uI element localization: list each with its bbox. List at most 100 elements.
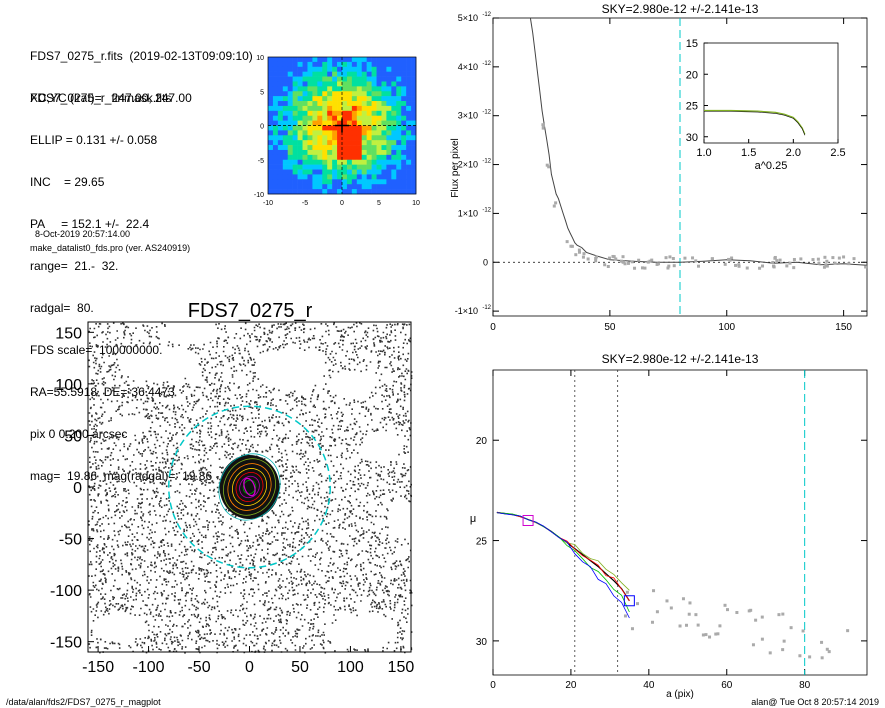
- heatmap-cell: [356, 91, 363, 97]
- heatmap-cell: [346, 189, 353, 195]
- flux-point: [772, 265, 776, 269]
- flux-point: [778, 258, 782, 262]
- heatmap-cell: [391, 96, 397, 102]
- flux-ytick-exponent: -12: [482, 207, 491, 213]
- heatmap-cell: [332, 81, 338, 87]
- heatmap-cell: [346, 81, 353, 87]
- flux-point: [728, 258, 732, 262]
- heatmap-cell: [317, 159, 323, 165]
- heatmap-cell: [386, 189, 392, 195]
- heatmap-cell: [342, 125, 348, 131]
- heatmap-cell: [386, 57, 392, 63]
- heatmap-cell: [307, 76, 313, 82]
- heatmap-cell: [346, 149, 353, 156]
- flux-point: [758, 266, 762, 270]
- heatmap-cell: [411, 159, 417, 165]
- heatmap-cell: [272, 154, 279, 161]
- heatmap-cell: [391, 91, 397, 97]
- heatmap-cell: [346, 96, 353, 102]
- heatmap-cell: [297, 91, 303, 97]
- heatmap-cell: [287, 105, 293, 112]
- heatmap-cell: [391, 76, 397, 82]
- flux-xtick-label: 100: [718, 322, 735, 333]
- heatmap-cell: [277, 66, 284, 72]
- heatmap-cell: [342, 154, 348, 161]
- heatmap-cell: [268, 76, 274, 82]
- heatmap-cell: [332, 140, 338, 146]
- flux-ytick-label: 2×10: [458, 160, 478, 170]
- heatmap-cell: [406, 110, 412, 117]
- heatmap-cell: [356, 174, 363, 180]
- mu-point: [665, 599, 669, 603]
- heatmap-cell: [322, 135, 328, 141]
- flux-point: [771, 260, 775, 264]
- heatmap-cell: [346, 91, 353, 97]
- mu-point: [723, 603, 727, 607]
- heatmap-cell: [307, 66, 313, 72]
- heatmap-cell: [287, 96, 293, 102]
- flux-point: [630, 260, 634, 264]
- heatmap-cell: [381, 130, 387, 136]
- heatmap-cell: [406, 130, 412, 136]
- heatmap-cell: [376, 159, 382, 165]
- heatmap-cell: [292, 96, 298, 102]
- heatmap-cell: [307, 125, 313, 131]
- heatmap-cell: [282, 81, 289, 87]
- heatmap-cell: [401, 169, 407, 175]
- heatmap-cell: [351, 145, 358, 151]
- heatmap-cell: [332, 159, 338, 165]
- mu-xtick-label: 0: [490, 680, 496, 691]
- heatmap-cell: [411, 189, 417, 195]
- heatmap-cell: [327, 174, 333, 180]
- heatmap-cell: [371, 154, 377, 161]
- heatmap-cell: [401, 110, 407, 117]
- heatmap-cell: [386, 135, 392, 141]
- heatmap-cell: [327, 130, 333, 136]
- flux-point: [842, 255, 846, 259]
- heatmap-cell: [386, 159, 392, 165]
- heatmap-cell: [297, 57, 303, 63]
- heatmap-cell: [371, 169, 377, 175]
- heatmap-cell: [346, 174, 353, 180]
- heatmap-cell: [411, 66, 417, 72]
- heatmap-cell: [371, 71, 377, 77]
- heatmap-cell: [272, 86, 279, 92]
- flux-point: [614, 257, 618, 261]
- galaxy-core: [219, 455, 280, 519]
- heatmap-cell: [361, 140, 367, 146]
- flux-point: [773, 255, 777, 259]
- heatmap-cell: [381, 115, 387, 121]
- heatmap-cell: [307, 149, 313, 156]
- heatmap-cell: [361, 135, 367, 141]
- heatmap-cell: [277, 149, 284, 156]
- flux-point: [619, 259, 623, 263]
- flux-point: [696, 264, 700, 268]
- heatmap-cell: [272, 110, 279, 117]
- heatmap-cell: [406, 189, 412, 195]
- heatmap-cell: [317, 174, 323, 180]
- heatmap-cell: [277, 71, 284, 77]
- heatmap-cell: [401, 105, 407, 112]
- flux-point: [545, 163, 549, 167]
- heatmap-cell: [292, 66, 298, 72]
- heatmap-cell: [411, 76, 417, 82]
- heatmap-cell: [396, 71, 402, 77]
- heatmap-cell: [386, 81, 392, 87]
- heatmap-cell: [401, 130, 407, 136]
- heatmap-cell: [396, 154, 402, 161]
- mu-xtick-label: 60: [721, 680, 733, 691]
- heatmap-cell: [406, 135, 412, 141]
- heatmap-cell: [322, 184, 328, 190]
- heatmap-cell: [351, 105, 358, 112]
- heatmap-cell: [346, 179, 353, 185]
- heatmap-cell: [351, 189, 358, 195]
- thumb-ytick-label: 0: [260, 124, 264, 131]
- param-range: range= 21.- 32.: [30, 259, 119, 273]
- heatmap-cell: [386, 110, 392, 117]
- mu-point: [735, 611, 739, 615]
- heatmap-cell: [322, 61, 328, 68]
- heatmap-cell: [302, 57, 308, 63]
- heatmap-cell: [272, 169, 279, 175]
- heatmap-cell: [391, 105, 397, 112]
- heatmap-cell: [356, 159, 363, 165]
